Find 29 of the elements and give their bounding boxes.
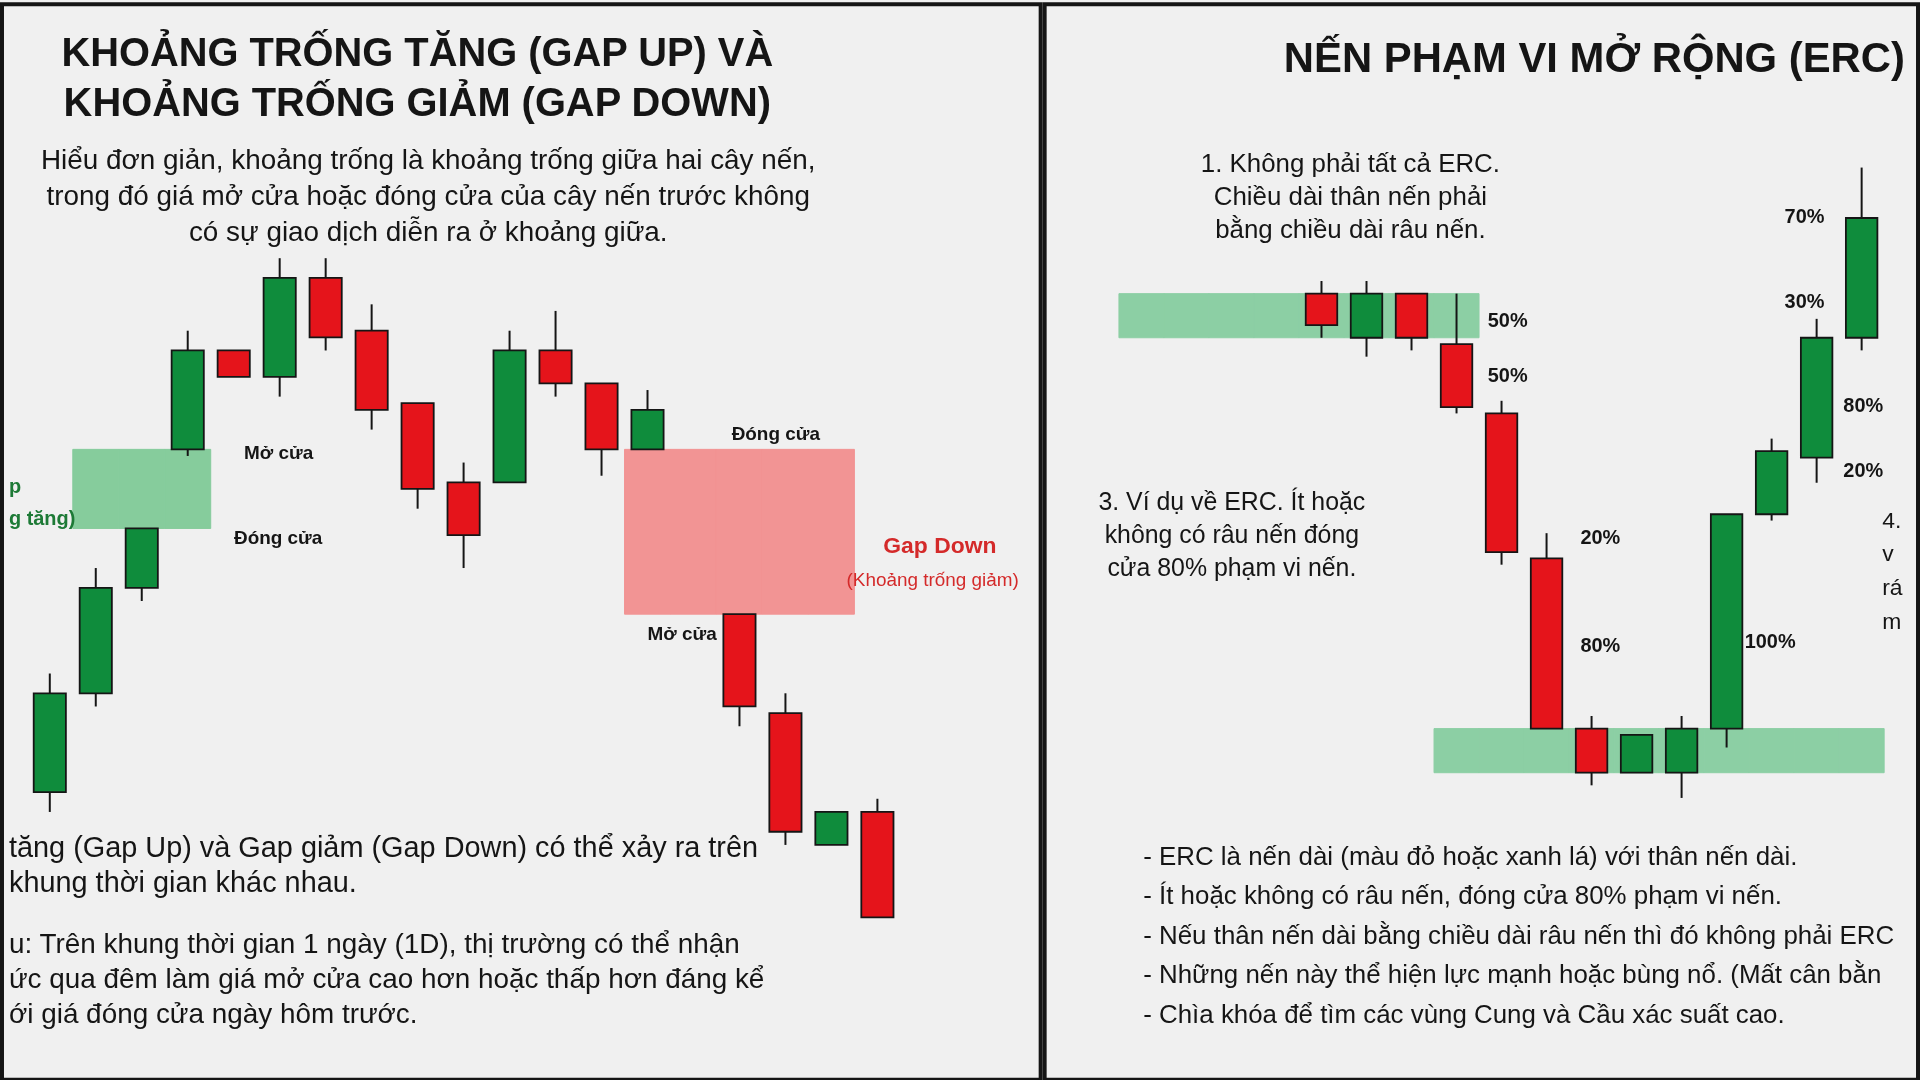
annotation: 50% bbox=[1487, 308, 1528, 331]
text: - Nếu thân nến dài bằng chiều dài râu nến thì đó không phải ERC bbox=[1143, 920, 1895, 949]
annotation: 80% bbox=[1580, 633, 1621, 656]
chart-title: NẾN PHẠM VI MỞ RỘNG (ERC) bbox=[1283, 32, 1905, 81]
text: - Những nến này thể hiện lực mạnh hoặc bùng nổ. (Mất cân bằn bbox=[1143, 960, 1882, 989]
annotation: (Khoảng trống giảm) bbox=[846, 569, 1019, 591]
annotation: 4. v rá m bbox=[1882, 506, 1903, 635]
annotation: Mở cửa bbox=[243, 441, 314, 463]
text: - Ít hoặc không có râu nến, đóng cửa 80% phạm vi nến. bbox=[1143, 881, 1782, 910]
annotation: 1. Không phải tất cả ERC. Chiều dài thân nến phải bằng chiều dài râu nến. bbox=[1200, 148, 1500, 244]
annotation: 80% bbox=[1843, 393, 1884, 416]
chart-title: KHOẢNG TRỐNG TĂNG (GAP UP) VÀ KHOẢNG TRỐNG GIẢM (GAP DOWN) bbox=[61, 28, 774, 124]
annotation: 30% bbox=[1784, 289, 1825, 312]
annotation: 50% bbox=[1487, 363, 1528, 386]
annotation: tăng (Gap Up) và Gap giảm (Gap Down) có thể xảy ra trên khung thời gian khác nhau. bbox=[8, 831, 759, 899]
annotation: Mở cửa bbox=[647, 623, 718, 645]
annotation: Đóng cửa bbox=[234, 527, 323, 549]
annotation: p g tăng) bbox=[8, 475, 76, 530]
annotation: 20% bbox=[1580, 525, 1621, 548]
text: - Chìa khóa để tìm các vùng Cung và Cầu xác suất cao. bbox=[1143, 999, 1785, 1028]
annotation: 100% bbox=[1744, 629, 1796, 652]
annotation: 70% bbox=[1784, 205, 1825, 228]
chart-subtitle: Hiểu đơn giản, khoảng trống là khoảng trống giữa hai cây nến, trong đó giá mở cửa hoặc đóng cửa của cây nến trước không có sự giao dịch diễn ra ở khoảng giữa. bbox=[40, 143, 816, 248]
text: u: Trên khung thời gian 1 ngày (1D), thị trường có thể nhận ức qua đêm làm giá mở cửa cao hơn hoặc thấp hơn đáng kể ới giá đóng cửa ngày hôm trước. bbox=[8, 928, 765, 1029]
annotation: 3. Ví dụ về ERC. Ít hoặc không có râu nến đóng cửa 80% phạm vi nến. bbox=[1098, 486, 1366, 582]
annotation: Đóng cửa bbox=[731, 422, 821, 444]
annotation: Gap Down bbox=[883, 532, 997, 559]
annotation: 20% bbox=[1843, 459, 1884, 482]
text: - ERC là nến dài (màu đỏ hoặc xanh lá) với thân nến dài. bbox=[1143, 841, 1798, 870]
